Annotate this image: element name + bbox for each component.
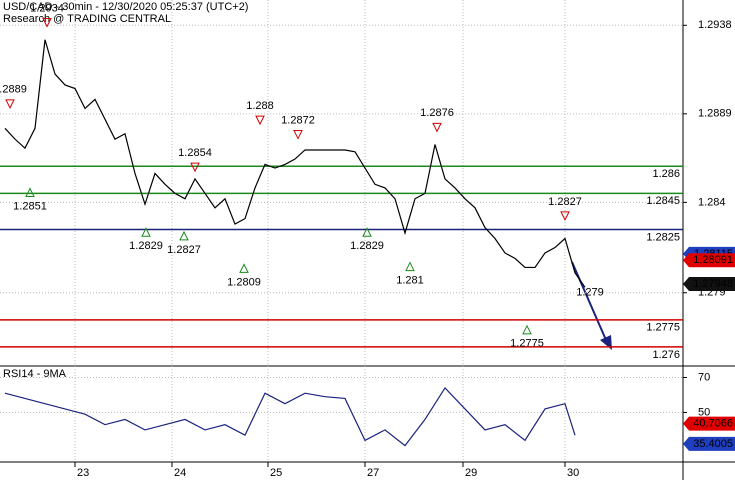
y-tick-label: 50 [698, 406, 710, 418]
level-label: 1.2845 [646, 195, 680, 207]
x-tick-label: 27 [367, 467, 379, 479]
annotation-label: 1.2829 [129, 240, 163, 252]
low-marker [522, 324, 532, 335]
high-marker [560, 211, 570, 221]
low-marker [362, 227, 372, 237]
annotation-label: 1.2889 [0, 84, 27, 96]
annotation-label: 1.279 [576, 287, 604, 299]
annotation-label: 1.2934 [30, 2, 64, 14]
annotation-label: 1.281 [396, 274, 424, 286]
level-label: 1.2775 [646, 322, 680, 334]
low-marker [25, 187, 35, 197]
y-tick-label: 70 [698, 371, 710, 383]
x-tick-label: 23 [77, 467, 89, 479]
price-box [683, 277, 735, 292]
low-marker [405, 261, 415, 272]
annotation-label: 1.2809 [227, 276, 261, 288]
price-box-label: 35.4005 [693, 438, 733, 450]
price-line [4, 386, 576, 447]
chart-subtitle: Research @ TRADING CENTRAL [3, 13, 171, 25]
annotation-label: 1.2872 [281, 114, 315, 126]
high-marker [432, 122, 442, 133]
annotation-label: 1.2829 [350, 240, 384, 252]
price-box [683, 253, 735, 268]
low-marker [141, 227, 151, 237]
annotation-label: 1.2876 [420, 107, 454, 119]
price-box-label: 40.7066 [693, 418, 733, 430]
low-marker [239, 263, 249, 273]
level-label: 1.2825 [646, 231, 680, 243]
annotation-label: 1.288 [246, 100, 274, 112]
annotation-label: 1.2854 [178, 147, 212, 159]
x-tick-label: 25 [270, 467, 282, 479]
price-box [683, 416, 735, 431]
low-marker [179, 230, 189, 241]
forecast-arrow [571, 261, 607, 341]
high-marker [293, 130, 303, 140]
price-line [4, 39, 586, 288]
annotation-label: 1.2827 [167, 244, 201, 256]
level-label: 1.286 [652, 168, 680, 180]
x-tick-label: 29 [465, 467, 477, 479]
annotation-label: 1.2851 [13, 200, 47, 212]
y-tick-label: 1.2889 [698, 108, 732, 120]
high-marker [190, 162, 200, 173]
y-tick-label: 1.2938 [698, 19, 732, 31]
rsi-title: RSI14 - 9MA [3, 368, 67, 380]
y-tick-label: 1.284 [698, 196, 726, 208]
annotation-label: 1.2827 [548, 196, 582, 208]
chart-title: USD/CAD - 30min - 12/30/2020 05:25:37 (U… [3, 1, 248, 13]
price-box-label: 1.27948 [693, 278, 733, 290]
high-marker [42, 18, 52, 28]
x-tick-label: 24 [174, 467, 186, 479]
high-marker [255, 115, 265, 126]
level-label: 1.276 [652, 349, 680, 361]
price-box-label: 1.28091 [693, 254, 733, 266]
annotation-label: 1.2775 [510, 338, 544, 350]
high-marker [5, 99, 15, 109]
price-box [683, 436, 735, 451]
x-tick-label: 30 [567, 467, 579, 479]
